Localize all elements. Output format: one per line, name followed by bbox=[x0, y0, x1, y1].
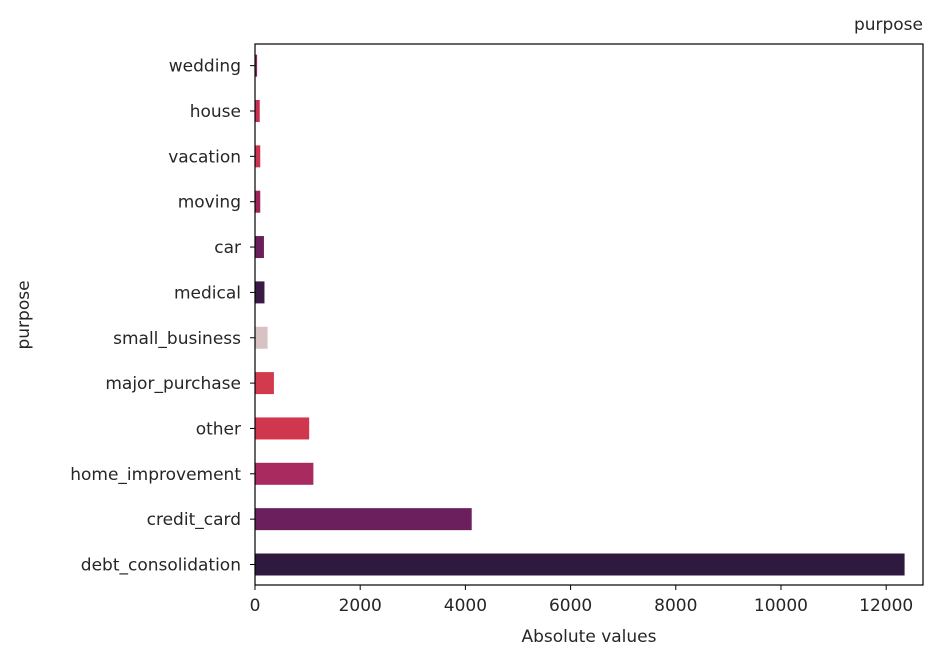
bar-house bbox=[255, 100, 260, 122]
y-tick-label: house bbox=[190, 102, 241, 122]
y-axis-ticks: debt_consolidation credit_card home_improv… bbox=[70, 57, 255, 576]
y-tick-label: moving bbox=[178, 193, 241, 213]
y-tick-label: small_business bbox=[113, 329, 241, 349]
x-tick-label: 8000 bbox=[654, 596, 697, 616]
bar-debt-consolidation bbox=[255, 553, 905, 576]
bar-home-improvement bbox=[255, 462, 314, 485]
y-tick-label: wedding bbox=[169, 57, 241, 77]
bars bbox=[255, 54, 905, 576]
y-tick-label: major_purchase bbox=[105, 374, 241, 394]
x-tick-label: 4000 bbox=[444, 596, 487, 616]
bar-credit-card bbox=[255, 508, 472, 531]
y-tick-label: other bbox=[196, 419, 241, 439]
y-tick-label: car bbox=[214, 238, 241, 258]
plot-area-frame bbox=[254, 43, 924, 586]
bar-major-purchase bbox=[255, 372, 274, 395]
chart-title: purpose bbox=[854, 15, 923, 35]
y-tick-label: vacation bbox=[168, 147, 241, 167]
x-axis-ticks: 0 2000 4000 6000 8000 10000 12000 bbox=[250, 585, 913, 616]
bar-car bbox=[255, 236, 264, 259]
bar-vacation bbox=[255, 145, 261, 168]
y-tick-label: debt_consolidation bbox=[81, 556, 241, 576]
x-tick-label: 6000 bbox=[549, 596, 592, 616]
bar-medical bbox=[255, 281, 265, 304]
y-tick-label: medical bbox=[174, 283, 241, 303]
x-tick-label: 12000 bbox=[859, 596, 913, 616]
y-tick-label: credit_card bbox=[147, 510, 241, 530]
bar-moving bbox=[255, 190, 261, 213]
x-tick-label: 0 bbox=[250, 596, 261, 616]
y-tick-label: home_improvement bbox=[70, 465, 241, 485]
y-axis-label: purpose bbox=[14, 280, 34, 349]
x-axis-label: Absolute values bbox=[522, 627, 657, 647]
bar-wedding bbox=[255, 54, 258, 77]
bar-other bbox=[255, 417, 310, 440]
x-tick-label: 2000 bbox=[339, 596, 382, 616]
bar-small-business bbox=[255, 326, 268, 349]
x-tick-label: 10000 bbox=[754, 596, 808, 616]
